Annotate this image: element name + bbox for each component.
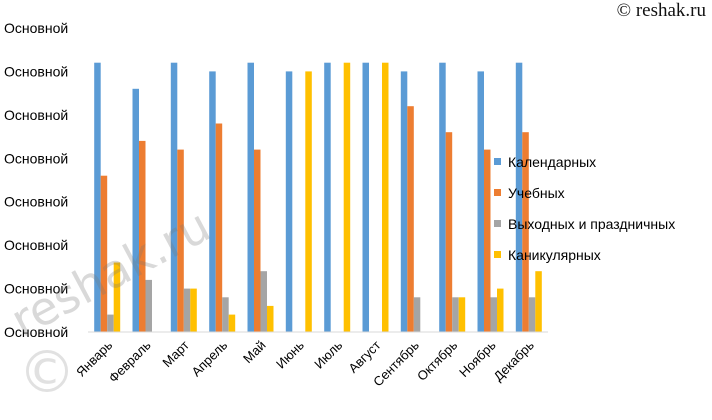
- y-tick-label: Основной: [4, 20, 68, 36]
- bar: [285, 71, 293, 333]
- copyright-notice: © reshak.ru: [616, 0, 706, 21]
- bar: [222, 297, 229, 332]
- x-tick-label: Март: [159, 337, 192, 370]
- legend-swatch: [494, 251, 501, 258]
- bar: [439, 62, 446, 332]
- legend-swatch: [494, 220, 501, 227]
- y-tick-label: Основной: [4, 324, 68, 340]
- bar: [535, 271, 542, 332]
- bar: [497, 288, 504, 332]
- bar: [522, 132, 529, 332]
- bar: [132, 88, 139, 332]
- legend-swatch: [494, 189, 501, 196]
- legend: Календарных Учебных Выходных и праздничных…: [494, 154, 675, 263]
- bar: [247, 62, 254, 332]
- bar: [254, 149, 261, 332]
- legend-label: Выходных и праздничных: [508, 216, 675, 232]
- bar: [100, 175, 108, 332]
- bar: [382, 62, 389, 332]
- bar: [190, 288, 197, 332]
- bar: [215, 123, 223, 332]
- legend-label: Каникулярных: [508, 247, 601, 263]
- bar: [228, 314, 236, 332]
- bar: [477, 71, 484, 333]
- bar: [458, 297, 466, 332]
- bars: [94, 62, 542, 333]
- bar: [145, 279, 152, 332]
- bar: [343, 62, 351, 332]
- bar: [170, 62, 178, 332]
- bar: [305, 71, 312, 333]
- bar: [484, 149, 491, 332]
- x-tick-label: Апрель: [188, 337, 230, 379]
- x-tick-label: Май: [240, 338, 269, 367]
- bar: [515, 62, 523, 332]
- y-tick-label: Основной: [4, 281, 68, 297]
- x-tick-label: Октябрь: [414, 337, 460, 383]
- bar: [183, 288, 191, 332]
- legend-swatch: [494, 158, 501, 165]
- bar: [107, 314, 114, 332]
- legend-label: Учебных: [508, 185, 565, 201]
- bar: [362, 62, 369, 332]
- legend-label: Календарных: [508, 154, 596, 170]
- y-tick-label: Основной: [4, 194, 68, 210]
- bar: [490, 297, 497, 332]
- bar: [324, 62, 331, 332]
- x-tick-label: Июнь: [273, 337, 307, 371]
- x-tick-label: Июль: [311, 337, 345, 371]
- bar: [528, 297, 536, 332]
- bar: [413, 297, 421, 332]
- y-tick-label: Основной: [4, 63, 68, 79]
- bar: [113, 262, 121, 332]
- x-tick-label: Февраль: [106, 337, 154, 385]
- y-tick-label: Основной: [4, 150, 68, 166]
- bar: [260, 271, 267, 332]
- bar: [267, 305, 274, 332]
- bar: [139, 140, 146, 332]
- bar: [452, 297, 459, 332]
- y-tick-label: Основной: [4, 237, 68, 253]
- watermark-symbol: ©: [18, 338, 76, 406]
- bar: [445, 132, 453, 332]
- bar: [400, 71, 408, 333]
- bar: [177, 149, 184, 332]
- bar: [407, 106, 414, 332]
- y-tick-label: Основной: [4, 107, 68, 123]
- y-axis-tick-labels: Основной Основной Основной Основной Основной…: [4, 20, 68, 340]
- bar: [209, 71, 216, 333]
- x-tick-label: Декабрь: [491, 337, 538, 384]
- bar: [94, 62, 101, 332]
